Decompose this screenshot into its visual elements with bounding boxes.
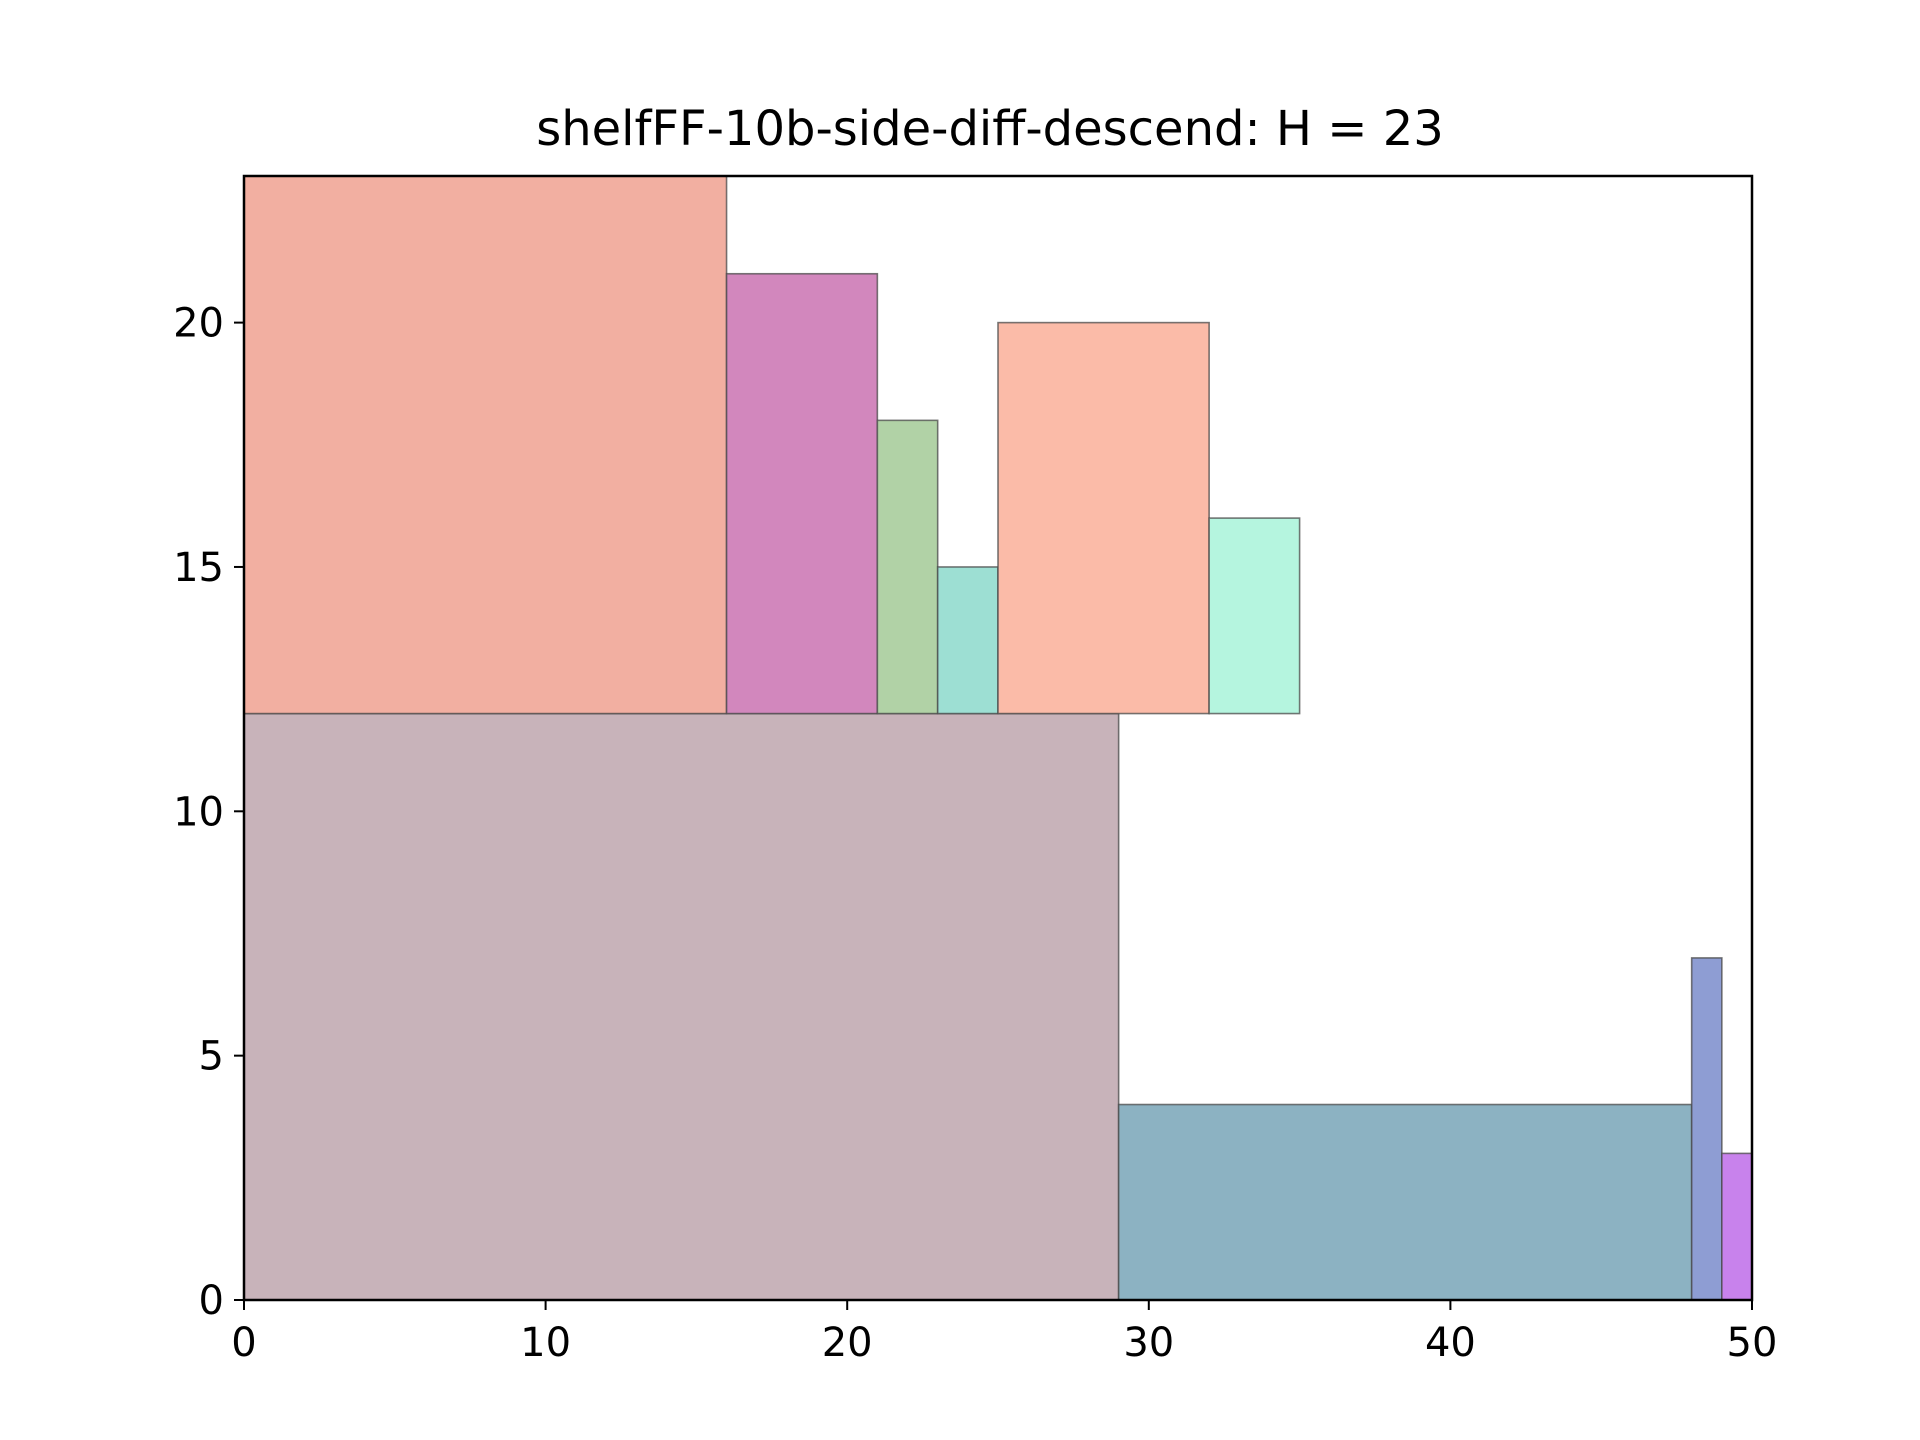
packed-rectangle-5	[243, 175, 728, 715]
packed-rectangle-1	[243, 712, 1120, 1301]
packed-rectangle-2	[1117, 1103, 1693, 1301]
x-tick-label-2: 10	[520, 1320, 571, 1366]
axes-frame	[242, 174, 1754, 1302]
packed-rectangle-9	[997, 321, 1210, 715]
packed-rectangle-6	[725, 272, 879, 715]
x-tick-label-5: 40	[1425, 1320, 1476, 1366]
x-tick-label-3: 20	[822, 1320, 873, 1366]
ticks-layer: 0 10 20 30 40 50 0 5 10 15 20	[173, 301, 1777, 1366]
y-tick-label-2: 5	[199, 1034, 224, 1080]
packed-rectangle-4	[1721, 1152, 1753, 1301]
x-tick-label-6: 50	[1727, 1320, 1778, 1366]
packed-rectangle-3	[1690, 957, 1723, 1301]
packed-rectangle-7	[876, 419, 939, 715]
y-tick-label-3: 10	[173, 789, 224, 835]
packed-rectangle-10	[1208, 517, 1301, 715]
x-tick-label-1: 0	[231, 1320, 256, 1366]
rectangles-layer	[243, 175, 1753, 1301]
chart-title: shelfFF-10b-side-diff-descend: H = 23	[536, 101, 1444, 157]
packed-rectangle-8	[936, 566, 999, 715]
y-tick-label-1: 0	[199, 1278, 224, 1324]
y-tick-label-5: 20	[173, 301, 224, 347]
x-tick-label-4: 30	[1123, 1320, 1174, 1366]
y-tick-label-4: 15	[173, 545, 224, 591]
